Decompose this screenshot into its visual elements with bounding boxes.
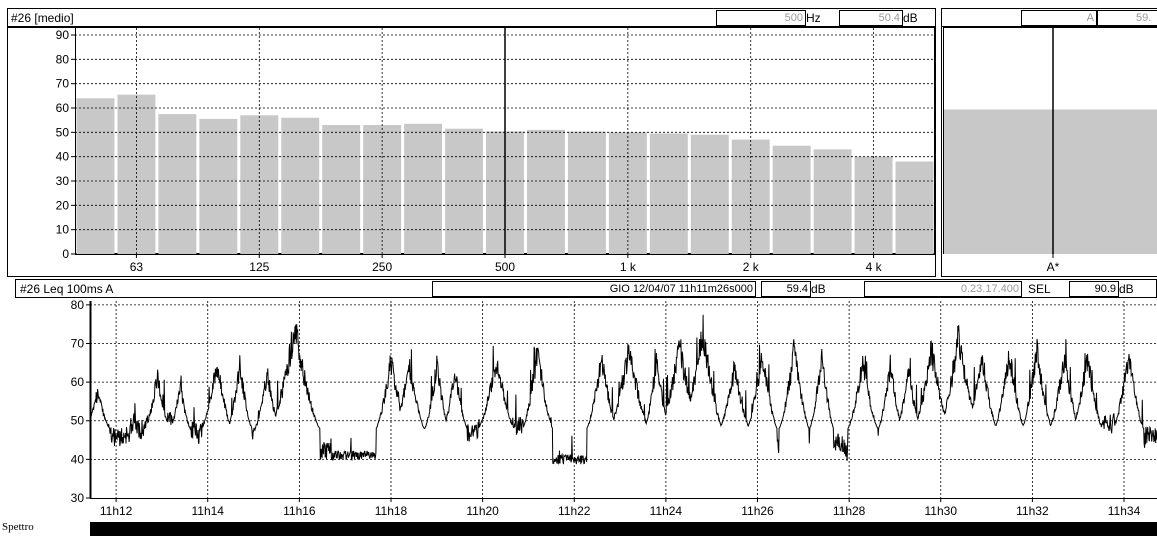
spectrum-bar-80 <box>158 114 197 254</box>
spectrum-bar-400 <box>445 128 484 254</box>
time-ytick-label-50: 50 <box>71 414 85 428</box>
spectrum-ytick-label-30: 30 <box>56 174 70 188</box>
spectrum-panel: #26 [medio] 500 Hz 50.4 dB <box>0 8 937 278</box>
elapsed-field[interactable]: 0.23.17.400 <box>864 281 1022 297</box>
time-panel-title: #26 Leq 100ms A <box>20 282 114 296</box>
spectrum-level-field[interactable]: 50.4 <box>839 10 903 26</box>
spectrum-bar-1.25k <box>649 133 688 254</box>
time-xtick-label-4: 11h20 <box>466 504 499 518</box>
time-xtick-label-6: 11h24 <box>650 504 683 518</box>
sel-field[interactable]: 90.9 <box>1069 281 1119 297</box>
frequency-field[interactable]: 500 <box>716 10 806 26</box>
time-xtick-label-9: 11h30 <box>925 504 958 518</box>
time-history-chart: 30 40 50 60 70 80 11h12 11h14 11h16 11h18 11h20 11h… <box>71 298 1157 518</box>
time-xtick-label-2: 11h16 <box>283 504 316 518</box>
spectrum-chart: 0 10 20 30 40 50 60 70 80 90 63 125 250 500 1 k 2 k 4 k <box>7 27 936 277</box>
time-xtick-label-0: 11h12 <box>100 504 133 518</box>
spectrum-xtick-label-2: 250 <box>372 260 392 274</box>
spectrum-bar-1.6k <box>690 134 729 254</box>
spectrum-bar-800 <box>567 131 606 254</box>
time-level-unit: dB <box>811 282 826 296</box>
time-history-line <box>89 314 1157 465</box>
overall-level-field[interactable]: 59. <box>1097 10 1157 26</box>
spectrum-header-border <box>7 8 936 27</box>
spectrum-bar-5k <box>895 161 934 254</box>
spectrum-xtick-label-4: 1 k <box>620 260 637 274</box>
spectrum-bar-2.5k <box>772 145 811 254</box>
spectrum-panel-title: #26 [medio] <box>11 11 74 25</box>
spectrum-bar-50 <box>76 98 115 255</box>
time-xtick-label-11: 11h34 <box>1108 504 1141 518</box>
spectrum-bar-630 <box>526 129 565 254</box>
time-xtick-label-7: 11h26 <box>741 504 774 518</box>
spectrum-ytick-label-20: 20 <box>56 198 70 212</box>
overall-bar-a <box>944 109 1157 255</box>
time-ytick-label-60: 60 <box>71 375 85 389</box>
spectrum-level-unit: dB <box>903 11 918 25</box>
datetime-field[interactable]: GIO 12/04/07 11h11m26s000 <box>432 281 756 297</box>
time-ytick-label-70: 70 <box>71 336 85 350</box>
spectrum-ytick-label-70: 70 <box>56 77 70 91</box>
time-ytick-label-30: 30 <box>71 491 85 505</box>
spectrum-ytick-label-10: 10 <box>56 223 70 237</box>
time-xtick-label-3: 11h18 <box>375 504 408 518</box>
time-xtick-label-8: 11h28 <box>833 504 866 518</box>
spectrum-xtick-label-6: 4 k <box>866 260 883 274</box>
spectrum-ytick-label-40: 40 <box>56 150 70 164</box>
sel-unit: dB <box>1119 282 1134 296</box>
weighting-field[interactable]: A <box>1021 10 1097 26</box>
spectrum-xtick-label-3: 500 <box>495 260 515 274</box>
spectrum-bar-100 <box>199 118 238 254</box>
spectrum-xtick-label-1: 125 <box>249 260 269 274</box>
spectrum-xtick-label-5: 2 k <box>743 260 760 274</box>
spectrum-bar-160 <box>281 117 320 254</box>
time-ytick-label-80: 80 <box>71 298 85 312</box>
spectrum-xtick-label-0: 63 <box>130 260 144 274</box>
spectrum-ytick-label-80: 80 <box>56 52 70 66</box>
spectrum-ytick-label-50: 50 <box>56 125 70 139</box>
spectrum-ytick-label-90: 90 <box>56 28 70 42</box>
spectrogram-strip <box>90 522 1157 536</box>
spectrum-bar-3.15k <box>813 149 852 254</box>
overall-chart: A* <box>941 27 1157 277</box>
overall-panel-header: A 59. <box>941 8 1157 27</box>
time-ytick-label-40: 40 <box>71 452 85 466</box>
spectrum-bar-200 <box>322 125 361 255</box>
time-panel-header: #26 Leq 100ms A GIO 12/04/07 11h11m26s00… <box>15 279 1157 298</box>
sel-label: SEL <box>1028 282 1051 296</box>
spettro-label: Spettro <box>2 521 34 533</box>
overall-xtick-label: A* <box>1047 260 1060 274</box>
time-level-field[interactable]: 59.4 <box>761 281 811 297</box>
spectrum-ytick-label-60: 60 <box>56 101 70 115</box>
time-xtick-label-1: 11h14 <box>191 504 224 518</box>
time-xtick-label-10: 11h32 <box>1016 504 1049 518</box>
spectrum-bar-63 <box>117 94 156 254</box>
spectrum-bar-315 <box>404 123 443 254</box>
time-xtick-label-5: 11h22 <box>558 504 591 518</box>
spectrum-ytick-label-0: 0 <box>62 247 69 261</box>
frequency-unit: Hz <box>806 11 821 25</box>
